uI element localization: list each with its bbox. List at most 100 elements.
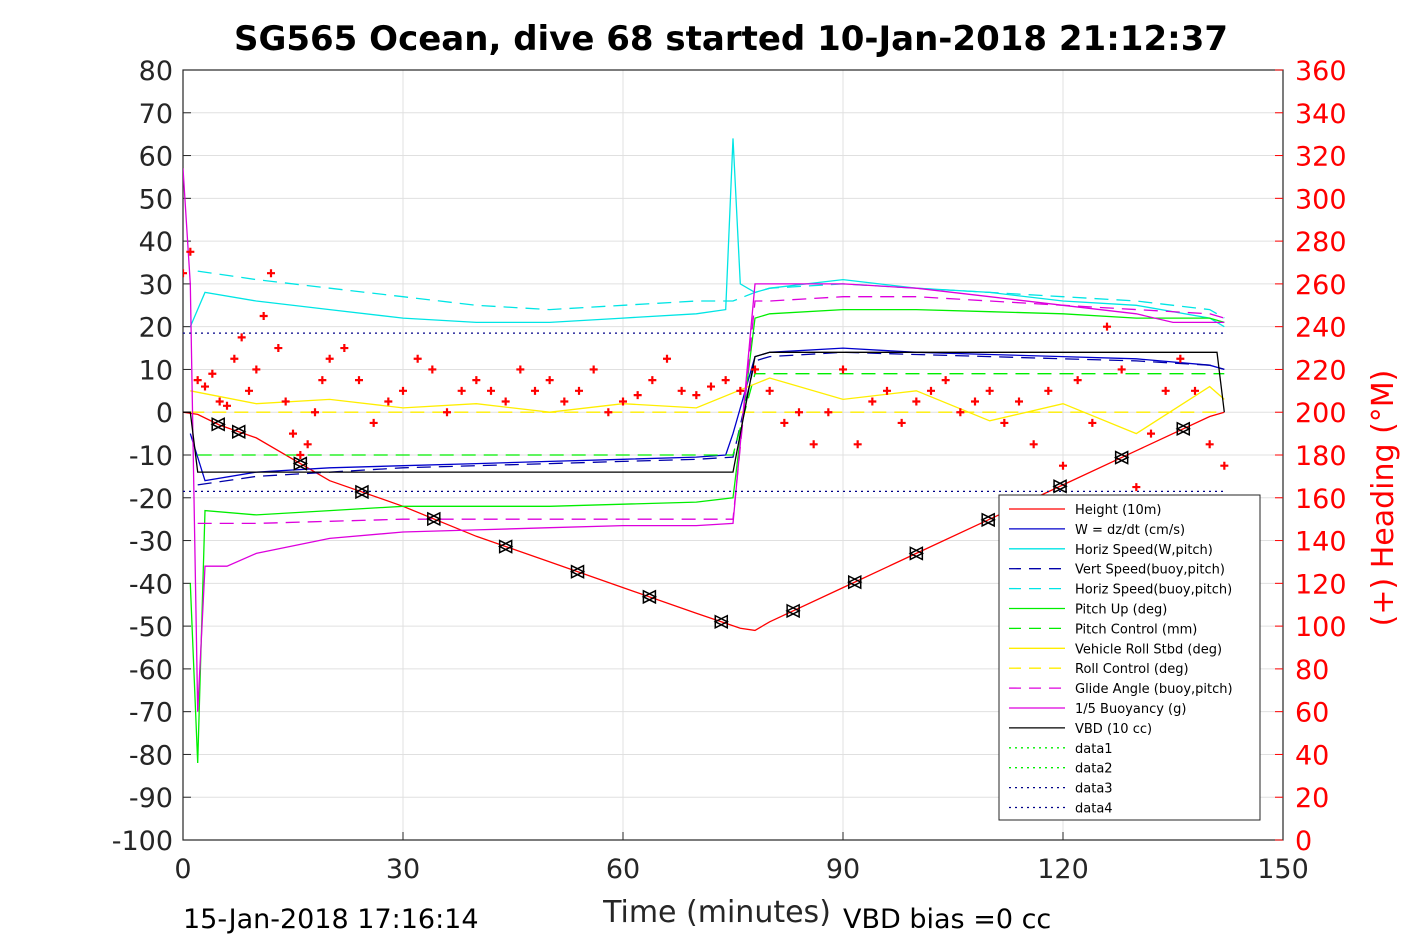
series-line-7 <box>197 373 1225 456</box>
heading-point <box>1073 376 1082 385</box>
x-tick-label: 60 <box>606 854 640 885</box>
heading-point <box>318 376 327 385</box>
left-tick-label: 40 <box>139 227 173 258</box>
right-tick-label: 20 <box>1295 783 1329 814</box>
depth-marker <box>569 564 585 579</box>
legend-label: Horiz Speed(buoy,pitch) <box>1075 583 1232 598</box>
heading-point <box>897 418 906 427</box>
right-tick-label: 180 <box>1295 441 1347 472</box>
legend-label: 1/5 Buoyancy (g) <box>1075 702 1186 717</box>
depth-marker <box>292 456 308 471</box>
left-tick-label: -100 <box>112 826 173 857</box>
heading-point <box>183 269 187 278</box>
heading-point <box>677 386 686 395</box>
heading-point <box>1147 429 1155 438</box>
heading-point <box>413 354 422 363</box>
heading-point <box>560 397 569 406</box>
right-tick-label: 200 <box>1295 398 1347 429</box>
left-tick-label: -50 <box>129 612 173 643</box>
right-axis-label: (+) Heading (°M) <box>1366 370 1401 627</box>
heading-point <box>751 365 759 374</box>
depth-marker <box>1175 421 1191 437</box>
depth-marker <box>641 589 657 605</box>
heading-point <box>1205 440 1214 449</box>
heading-point <box>1176 354 1185 363</box>
left-tick-label: -90 <box>129 783 173 814</box>
right-tick-label: 140 <box>1295 527 1347 558</box>
right-tick-label: 280 <box>1295 227 1347 258</box>
left-tick-label: -30 <box>129 527 173 558</box>
heading-point <box>853 440 862 449</box>
heading-point <box>186 247 195 256</box>
heading-point <box>545 376 554 385</box>
left-tick-label: -70 <box>129 698 173 729</box>
right-tick-label: 40 <box>1295 740 1329 771</box>
heading-point <box>839 365 847 374</box>
heading-point <box>355 376 363 385</box>
heading-point <box>369 418 378 427</box>
heading-point <box>633 391 642 400</box>
right-tick-label: 60 <box>1295 698 1329 729</box>
heading-point <box>1059 461 1067 470</box>
heading-point <box>1220 461 1229 470</box>
heading-point <box>1191 386 1199 395</box>
legend-label: Glide Angle (buoy,pitch) <box>1075 682 1233 697</box>
right-tick-label: 360 <box>1295 56 1347 87</box>
right-tick-label: 80 <box>1295 655 1329 686</box>
depth-marker <box>785 603 800 619</box>
legend-label: Vehicle Roll Stbd (deg) <box>1075 642 1222 657</box>
heading-point <box>575 386 583 395</box>
x-tick-label: 90 <box>826 854 860 885</box>
series-line-12 <box>183 351 1225 473</box>
right-tick-label: 120 <box>1295 569 1347 600</box>
heading-point <box>281 397 290 406</box>
heading-point <box>1103 322 1111 331</box>
series-line-8 <box>190 377 1225 435</box>
series-line-3 <box>189 138 1225 328</box>
heading-point <box>274 344 283 353</box>
legend-label: Roll Control (deg) <box>1075 662 1189 677</box>
x-tick-label: 0 <box>174 854 191 885</box>
series-line-5 <box>197 270 1225 319</box>
legend-label: data2 <box>1075 762 1113 777</box>
heading-point <box>663 354 671 363</box>
x-tick-label: 120 <box>1037 854 1089 885</box>
heading-point <box>941 376 950 385</box>
heading-point <box>648 376 657 385</box>
x-tick-label: 30 <box>386 854 420 885</box>
left-tick-label: -10 <box>129 441 173 472</box>
legend: Height (10m) W = dz/dt (cm/s) Horiz Speed(… <box>998 494 1261 821</box>
left-tick-label: -60 <box>129 655 173 686</box>
left-tick-label: -80 <box>129 740 173 771</box>
heading-point <box>516 365 525 374</box>
depth-marker <box>847 574 862 590</box>
right-tick-label: 240 <box>1295 313 1347 344</box>
heading-point <box>252 365 261 374</box>
left-tick-label: 10 <box>139 355 173 386</box>
x-tick-label: 150 <box>1257 854 1309 885</box>
heading-point <box>1088 418 1097 427</box>
heading-point <box>289 429 297 438</box>
heading-point <box>487 386 495 395</box>
heading-point <box>589 365 598 374</box>
heading-point <box>736 386 745 395</box>
series-line-2 <box>189 347 1225 482</box>
depth-marker <box>1113 450 1129 465</box>
x-axis-label: Time (minutes) <box>602 895 831 930</box>
depth-marker <box>210 417 225 432</box>
heading-point <box>259 311 268 320</box>
heading-point <box>912 397 921 406</box>
left-tick-label: 60 <box>139 142 173 173</box>
legend-label: Vert Speed(buoy,pitch) <box>1075 563 1225 578</box>
heading-point <box>230 354 239 363</box>
left-tick-label: -40 <box>129 569 173 600</box>
depth-marker <box>231 424 246 439</box>
heading-point <box>971 397 979 406</box>
heading-point <box>927 386 935 395</box>
depth-marker <box>713 614 729 629</box>
left-tick-label: -20 <box>129 484 173 515</box>
heading-point <box>267 269 275 278</box>
series-line-11 <box>183 168 1225 712</box>
right-tick-label: 340 <box>1295 99 1347 130</box>
heading-point <box>619 397 627 406</box>
